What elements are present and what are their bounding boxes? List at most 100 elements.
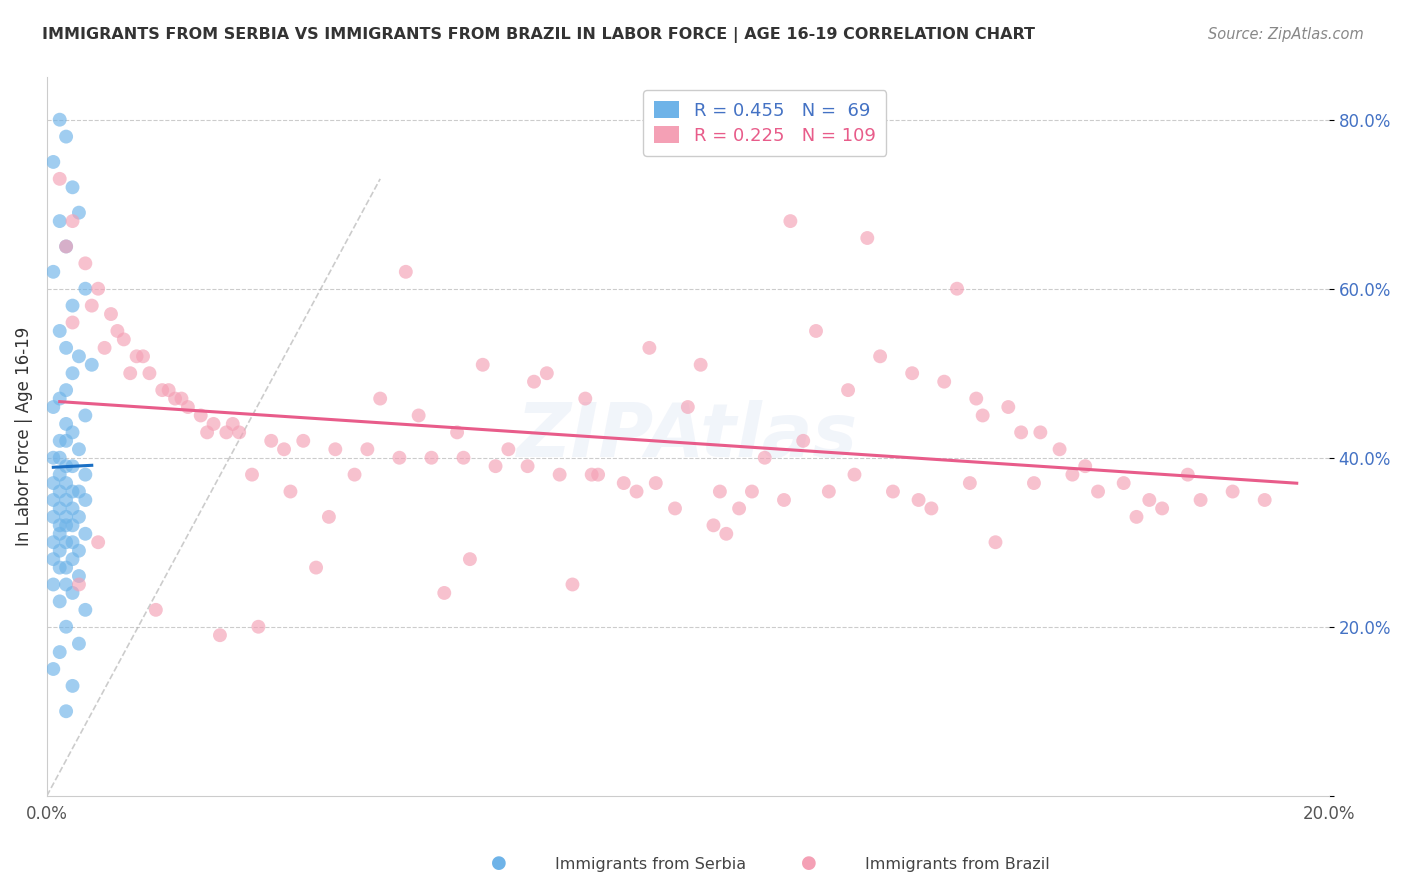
Point <box>837 383 859 397</box>
Point <box>984 535 1007 549</box>
Point <box>42 552 65 566</box>
Point <box>55 560 77 574</box>
Point <box>586 467 609 482</box>
Point <box>62 459 84 474</box>
Point <box>536 366 558 380</box>
Point <box>62 299 84 313</box>
Point <box>613 476 636 491</box>
Point <box>561 577 583 591</box>
Text: Immigrants from Serbia: Immigrants from Serbia <box>555 857 747 872</box>
Point <box>62 552 84 566</box>
Point <box>305 560 328 574</box>
Point <box>280 484 302 499</box>
Point <box>728 501 751 516</box>
Point <box>67 637 90 651</box>
Point <box>972 409 994 423</box>
Text: ●: ● <box>491 855 508 872</box>
Point <box>165 392 187 406</box>
Text: IMMIGRANTS FROM SERBIA VS IMMIGRANTS FROM BRAZIL IN LABOR FORCE | AGE 16-19 CORR: IMMIGRANTS FROM SERBIA VS IMMIGRANTS FRO… <box>42 27 1035 43</box>
Point <box>1074 459 1097 474</box>
Point <box>55 383 77 397</box>
Point <box>1010 425 1032 440</box>
Point <box>42 509 65 524</box>
Point <box>55 620 77 634</box>
Point <box>901 366 924 380</box>
Point <box>93 341 115 355</box>
Point <box>55 417 77 431</box>
Point <box>55 129 77 144</box>
Point <box>523 375 546 389</box>
Point <box>145 603 167 617</box>
Point <box>48 392 70 406</box>
Point <box>1087 484 1109 499</box>
Point <box>55 704 77 718</box>
Point <box>356 442 378 457</box>
Point <box>62 425 84 440</box>
Point <box>574 392 596 406</box>
Point <box>67 442 90 457</box>
Point <box>215 425 238 440</box>
Point <box>920 501 942 516</box>
Point <box>42 155 65 169</box>
Point <box>1152 501 1174 516</box>
Point <box>644 476 666 491</box>
Point <box>48 560 70 574</box>
Point <box>516 459 538 474</box>
Point <box>87 282 110 296</box>
Point <box>446 425 468 440</box>
Point <box>934 375 956 389</box>
Point <box>150 383 173 397</box>
Point <box>368 392 391 406</box>
Point <box>62 316 84 330</box>
Text: Source: ZipAtlas.com: Source: ZipAtlas.com <box>1208 27 1364 42</box>
Text: ZIPAtlas: ZIPAtlas <box>517 401 859 473</box>
Point <box>48 543 70 558</box>
Point <box>1049 442 1071 457</box>
Point <box>676 400 699 414</box>
Point <box>42 400 65 414</box>
Point <box>177 400 200 414</box>
Point <box>1125 509 1147 524</box>
Point <box>208 628 231 642</box>
Point <box>48 324 70 338</box>
Point <box>42 577 65 591</box>
Point <box>75 409 97 423</box>
Point <box>67 349 90 363</box>
Point <box>62 679 84 693</box>
Point <box>67 543 90 558</box>
Point <box>484 459 506 474</box>
Point <box>67 205 90 219</box>
Point <box>202 417 225 431</box>
Point <box>907 493 929 508</box>
Point <box>343 467 366 482</box>
Point <box>804 324 827 338</box>
Point <box>709 484 731 499</box>
Point <box>458 552 481 566</box>
Point <box>318 509 340 524</box>
Point <box>80 358 103 372</box>
Point <box>273 442 295 457</box>
Point <box>67 484 90 499</box>
Point <box>67 509 90 524</box>
Point <box>395 265 418 279</box>
Text: Immigrants from Brazil: Immigrants from Brazil <box>865 857 1049 872</box>
Point <box>55 476 77 491</box>
Point <box>664 501 686 516</box>
Point <box>408 409 430 423</box>
Point <box>138 366 160 380</box>
Point <box>62 518 84 533</box>
Point <box>844 467 866 482</box>
Point <box>453 450 475 465</box>
Point <box>581 467 603 482</box>
Point <box>818 484 841 499</box>
Point <box>157 383 180 397</box>
Point <box>1253 493 1275 508</box>
Point <box>48 434 70 448</box>
Point <box>222 417 245 431</box>
Point <box>471 358 494 372</box>
Point <box>62 501 84 516</box>
Point <box>55 239 77 253</box>
Point <box>323 442 346 457</box>
Point <box>548 467 571 482</box>
Point <box>240 467 263 482</box>
